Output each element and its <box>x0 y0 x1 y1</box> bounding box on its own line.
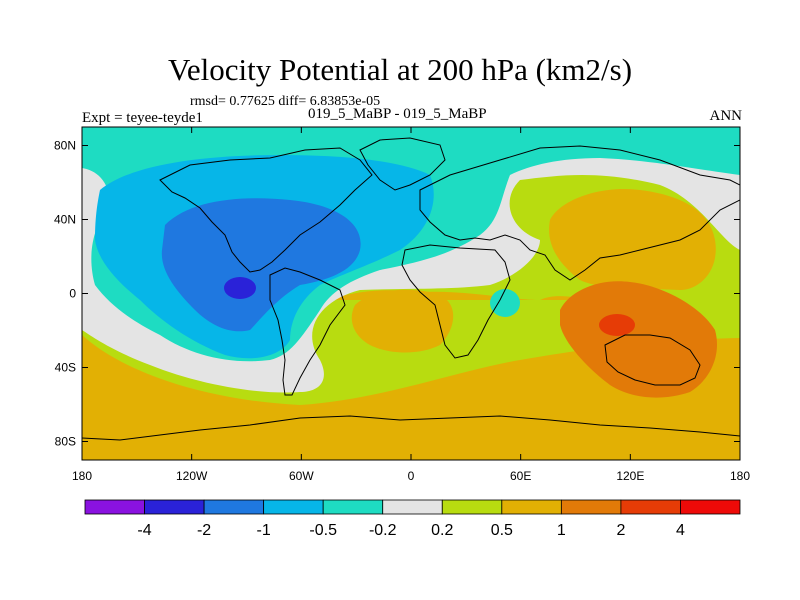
y-axis: 80N 40N 0 40S 80S <box>54 139 740 449</box>
contour-blue <box>161 198 361 332</box>
x-tick-label: 60E <box>510 469 531 483</box>
colorbar-swatch <box>203 499 265 515</box>
colorbar-label: 4 <box>676 522 685 539</box>
y-tick-label: 80N <box>54 139 76 153</box>
y-tick-label: 80S <box>55 435 76 449</box>
colorbar-label: 0.5 <box>491 522 513 539</box>
contour-deepblue <box>224 277 256 299</box>
case-label: 019_5_MaBP - 019_5_MaBP <box>308 106 487 122</box>
colorbar-swatch <box>144 499 205 515</box>
period-label: ANN <box>709 108 743 124</box>
x-tick-label: 120W <box>176 469 208 483</box>
colorbar-label: -0.5 <box>309 522 337 539</box>
colorbar-label: -1 <box>257 522 271 539</box>
colorbar-label: -2 <box>197 522 211 539</box>
colorbar-label: -0.2 <box>369 522 397 539</box>
contour-teal-africa <box>490 289 520 317</box>
colorbar-swatch <box>84 499 145 515</box>
x-axis: 180 120W 60W 0 60E 120E 180 <box>72 127 750 483</box>
colorbar: -4 -2 -1 -0.5 -0.2 0.2 0.5 1 2 4 <box>84 499 741 539</box>
contour-red <box>599 314 635 336</box>
y-tick-label: 40N <box>54 213 76 227</box>
coastlines <box>82 137 740 441</box>
contour-field <box>82 127 740 460</box>
x-tick-label: 180 <box>730 469 750 483</box>
chart-title: Velocity Potential at 200 hPa (km2/s) <box>167 52 633 87</box>
y-tick-label: 40S <box>55 361 76 375</box>
colorbar-label: 0.2 <box>431 522 453 539</box>
experiment-label: Expt = teyee-teyde1 <box>82 110 203 126</box>
stats-line: rmsd= 0.77625 diff= 6.83853e-05 <box>190 94 381 109</box>
contour-orange-atl <box>351 289 454 353</box>
contour-darkorange <box>560 281 718 398</box>
y-tick-label: 0 <box>69 287 76 301</box>
colorbar-swatch <box>560 499 622 515</box>
x-tick-label: 180 <box>72 469 92 483</box>
x-tick-label: 60W <box>289 469 314 483</box>
colorbar-swatch <box>620 499 681 515</box>
colorbar-label: 2 <box>616 522 625 539</box>
colorbar-label: 1 <box>557 522 566 539</box>
colorbar-swatch <box>263 499 324 515</box>
colorbar-swatch <box>501 499 562 515</box>
contour-orange-asia <box>549 189 716 290</box>
colorbar-swatch <box>441 499 503 515</box>
x-tick-label: 120E <box>616 469 644 483</box>
colorbar-swatch <box>680 499 741 515</box>
colorbar-swatch <box>322 499 384 515</box>
colorbar-swatch <box>382 499 443 515</box>
colorbar-label: -4 <box>137 522 151 539</box>
x-tick-label: 0 <box>408 469 415 483</box>
